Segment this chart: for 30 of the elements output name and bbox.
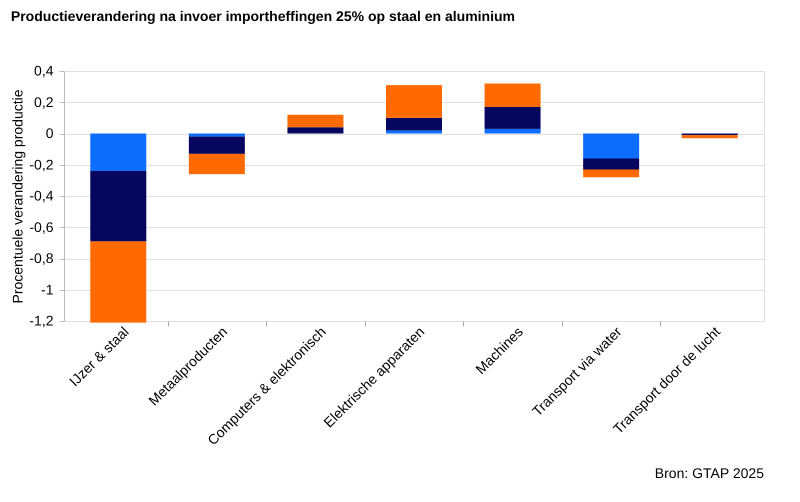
bar: [90, 171, 146, 242]
text: Bron: GTAP 2025: [654, 465, 764, 481]
bar: [484, 106, 541, 129]
bar: [188, 154, 245, 174]
bar: [90, 241, 146, 323]
bar: [484, 128, 541, 134]
bar: [583, 134, 640, 158]
y-tick-label: 0,4: [34, 62, 54, 78]
y-tick-label: -1: [41, 281, 54, 298]
bar: [583, 158, 640, 170]
bar: [682, 135, 738, 138]
bar: [188, 136, 245, 154]
y-tick-label: -0,6: [29, 218, 54, 235]
y-tick-label: -0,8: [29, 250, 54, 266]
bar: [386, 118, 442, 130]
chart-title: Productieverandering na invoer importheffingen 25% op staal en aluminium: [10, 8, 515, 24]
y-axis-title: Procentuele verandering productie: [9, 89, 26, 304]
y-tick-label: 0,2: [34, 94, 54, 110]
bar: [188, 134, 245, 137]
bar: [386, 85, 442, 118]
y-tick-label: -1,2: [29, 312, 54, 328]
y-tick-label: 0: [46, 125, 54, 141]
bar: [484, 84, 541, 107]
y-tick-label: -0,2: [29, 156, 54, 172]
bar: [583, 169, 640, 178]
bar: [90, 134, 146, 171]
y-tick-label: -0,4: [29, 188, 54, 204]
bar: [287, 127, 344, 134]
bar: [386, 130, 442, 134]
bar: [287, 114, 344, 128]
